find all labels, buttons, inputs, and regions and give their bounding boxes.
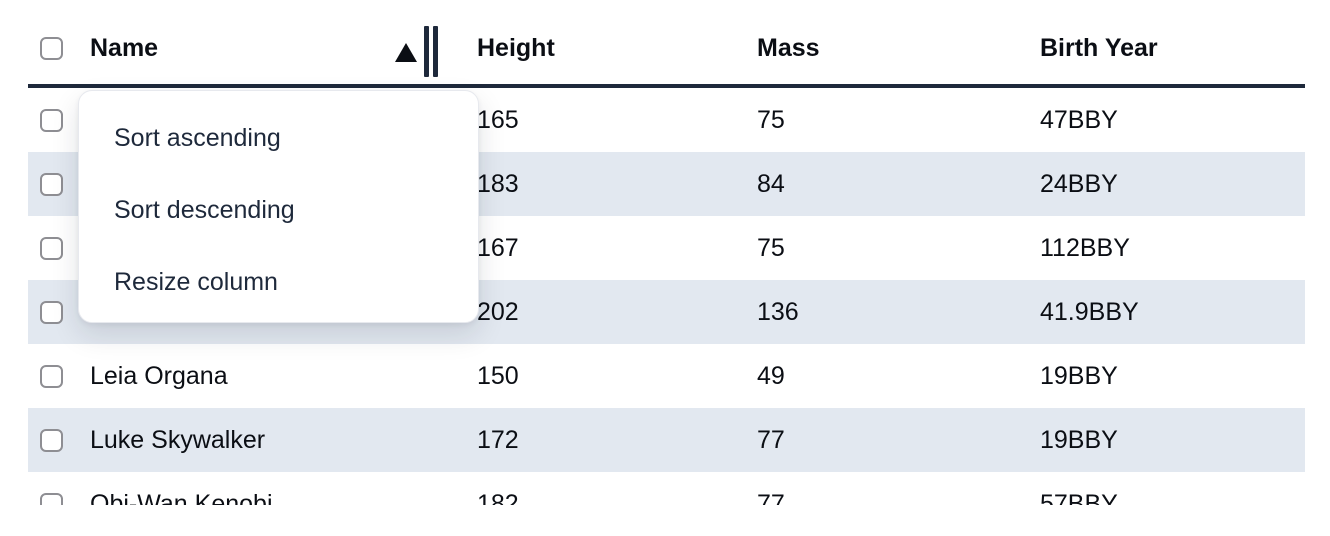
height-cell: 202 — [477, 297, 519, 326]
resize-bar-left — [424, 26, 429, 77]
header-checkbox-cell — [28, 36, 90, 60]
row-checkbox-cell — [28, 364, 90, 388]
mass-cell: 49 — [757, 361, 785, 390]
row-checkbox-cell — [28, 428, 90, 452]
column-header-birth-year[interactable]: Birth Year — [1040, 33, 1158, 62]
table-row[interactable]: Obi-Wan Kenobi 182 77 57BBY — [28, 472, 1305, 505]
row-checkbox[interactable] — [40, 108, 63, 132]
column-header-mass[interactable]: Mass — [757, 33, 820, 62]
menu-item-sort-descending[interactable]: Sort descending — [114, 195, 295, 224]
column-header-name[interactable]: Name — [90, 33, 159, 62]
height-cell: 150 — [477, 361, 519, 390]
mass-cell: 77 — [757, 425, 785, 454]
menu-item-sort-ascending[interactable]: Sort ascending — [114, 123, 281, 152]
menu-item-resize-column[interactable]: Resize column — [114, 267, 278, 296]
name-cell: Luke Skywalker — [90, 425, 266, 454]
row-checkbox-cell — [28, 172, 90, 196]
column-context-menu: Sort ascending Sort descending Resize co… — [78, 90, 479, 323]
table-body: 165 75 47BBY 183 84 24BBY 167 75 112BBY … — [28, 88, 1305, 505]
birth-year-cell: 57BBY — [1040, 489, 1118, 506]
row-checkbox[interactable] — [40, 300, 63, 324]
birth-year-cell: 24BBY — [1040, 169, 1118, 198]
mass-cell: 75 — [757, 105, 785, 134]
height-cell: 183 — [477, 169, 519, 198]
row-checkbox-cell — [28, 492, 90, 505]
sort-ascending-icon — [395, 43, 417, 62]
mass-cell: 84 — [757, 169, 785, 198]
height-cell: 165 — [477, 105, 519, 134]
name-cell: Leia Organa — [90, 361, 228, 390]
height-cell: 182 — [477, 489, 519, 506]
row-checkbox[interactable] — [40, 492, 63, 505]
birth-year-cell: 19BBY — [1040, 425, 1118, 454]
row-checkbox-cell — [28, 108, 90, 132]
birth-year-cell: 112BBY — [1040, 233, 1130, 262]
birth-year-cell: 19BBY — [1040, 361, 1118, 390]
birth-year-cell: 47BBY — [1040, 105, 1118, 134]
name-cell: Obi-Wan Kenobi — [90, 489, 273, 506]
mass-cell: 75 — [757, 233, 785, 262]
resize-bar-right — [433, 26, 438, 77]
select-all-checkbox[interactable] — [40, 36, 63, 60]
row-checkbox-cell — [28, 236, 90, 260]
row-checkbox[interactable] — [40, 428, 63, 452]
table-row[interactable]: Luke Skywalker 172 77 19BBY — [28, 408, 1305, 472]
row-checkbox[interactable] — [40, 364, 63, 388]
table-viewport: Name Height Mass Birth Year 165 75 47BBY… — [28, 0, 1305, 505]
mass-cell: 136 — [757, 297, 799, 326]
table-header-row: Name Height Mass Birth Year — [28, 0, 1305, 88]
row-checkbox[interactable] — [40, 172, 63, 196]
height-cell: 172 — [477, 425, 519, 454]
row-checkbox[interactable] — [40, 236, 63, 260]
mass-cell: 77 — [757, 489, 785, 506]
row-checkbox-cell — [28, 300, 90, 324]
column-resize-handle[interactable] — [424, 26, 438, 77]
column-header-height[interactable]: Height — [477, 33, 555, 62]
table-row[interactable]: Leia Organa 150 49 19BBY — [28, 344, 1305, 408]
height-cell: 167 — [477, 233, 519, 262]
birth-year-cell: 41.9BBY — [1040, 297, 1139, 326]
